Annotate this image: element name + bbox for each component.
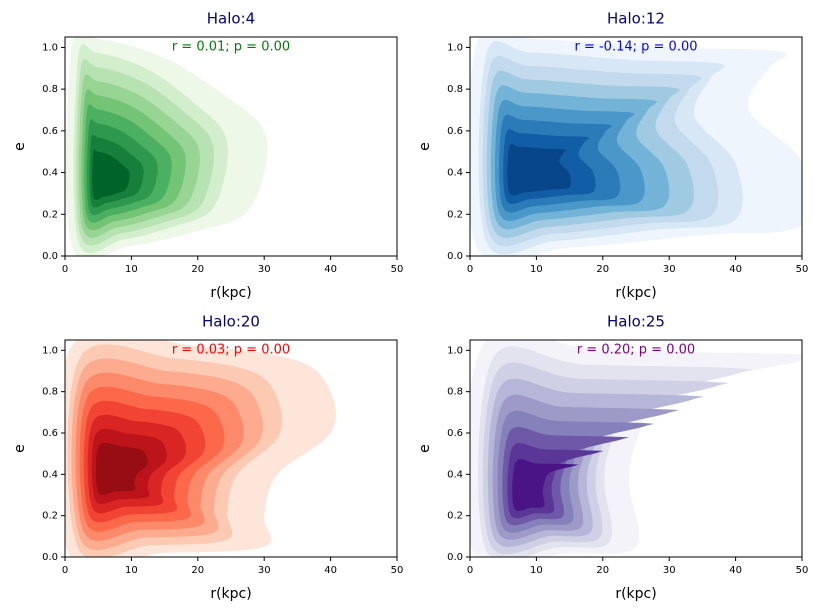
y-axis-label: e bbox=[417, 444, 433, 453]
y-tick-label: 0.2 bbox=[447, 511, 463, 522]
annotation: r = -0.14; p = 0.00 bbox=[574, 40, 697, 55]
x-tick-label: 10 bbox=[125, 565, 138, 576]
y-tick-label: 0.6 bbox=[42, 428, 58, 439]
density-contour bbox=[92, 149, 130, 200]
y-tick-label: 1.0 bbox=[42, 345, 58, 356]
x-tick-label: 40 bbox=[729, 565, 742, 576]
x-axis-label: r(kpc) bbox=[615, 285, 656, 301]
x-tick-label: 50 bbox=[391, 264, 404, 275]
y-tick-label: 0.2 bbox=[42, 511, 58, 522]
axes-frame bbox=[64, 339, 398, 558]
y-tick-label: 0.8 bbox=[447, 84, 463, 95]
y-tick-label: 0.4 bbox=[42, 469, 58, 480]
x-tick-label: 40 bbox=[324, 264, 337, 275]
x-tick-label: 10 bbox=[530, 264, 543, 275]
x-tick-label: 50 bbox=[796, 264, 809, 275]
panel: 0 10 20 30 40 50 0.0 0.2 0.4 0.6 0.8 1.0 Halo:12 r = … bbox=[417, 10, 809, 302]
y-tick-label: 0.2 bbox=[42, 209, 58, 220]
y-tick-label: 0.4 bbox=[447, 168, 463, 179]
x-tick-label: 10 bbox=[530, 565, 543, 576]
y-tick-label: 0.0 bbox=[42, 251, 58, 262]
axes-frame bbox=[469, 339, 803, 558]
y-tick-label: 0.6 bbox=[42, 126, 58, 137]
chart-title: Halo:25 bbox=[607, 313, 665, 331]
y-tick-label: 0.8 bbox=[42, 387, 58, 398]
x-tick-label: 30 bbox=[663, 565, 676, 576]
contours bbox=[65, 340, 336, 557]
annotation: r = 0.03; p = 0.00 bbox=[172, 343, 290, 358]
annotation: r = 0.01; p = 0.00 bbox=[172, 40, 290, 55]
x-tick-label: 0 bbox=[467, 565, 473, 576]
y-tick-label: 0.0 bbox=[42, 552, 58, 563]
x-axis-label: r(kpc) bbox=[210, 586, 251, 602]
x-tick-label: 50 bbox=[796, 565, 809, 576]
panel: 0 10 20 30 40 50 0.0 0.2 0.4 0.6 0.8 1.0 Halo:20 r = … bbox=[12, 313, 403, 603]
x-tick-label: 0 bbox=[467, 264, 473, 275]
y-axis-label: e bbox=[12, 444, 28, 453]
contours bbox=[66, 37, 268, 256]
x-tick-label: 0 bbox=[62, 565, 68, 576]
x-tick-label: 40 bbox=[729, 264, 742, 275]
x-tick-label: 30 bbox=[663, 264, 676, 275]
y-axis-label: e bbox=[12, 142, 28, 151]
y-tick-label: 0.2 bbox=[447, 209, 463, 220]
axes-frame bbox=[469, 36, 803, 257]
x-axis-label: r(kpc) bbox=[615, 586, 656, 602]
x-tick-label: 30 bbox=[258, 264, 271, 275]
x-tick-label: 20 bbox=[191, 264, 204, 275]
annotation: r = 0.20; p = 0.00 bbox=[577, 343, 695, 358]
axes-frame bbox=[64, 36, 398, 257]
contours bbox=[470, 37, 802, 256]
y-tick-label: 0.4 bbox=[447, 469, 463, 480]
chart-title: Halo:4 bbox=[207, 10, 255, 28]
x-tick-label: 40 bbox=[324, 565, 337, 576]
panel: 0 10 20 30 40 50 0.0 0.2 0.4 0.6 0.8 1.0 Halo:4 r = 0… bbox=[12, 10, 403, 302]
chart-title: Halo:20 bbox=[202, 313, 260, 331]
y-tick-label: 0.6 bbox=[447, 126, 463, 137]
panel: 0 10 20 30 40 50 0.0 0.2 0.4 0.6 0.8 1.0 Halo:25 r = … bbox=[417, 313, 809, 603]
x-tick-label: 50 bbox=[391, 565, 404, 576]
chart-title: Halo:12 bbox=[607, 10, 665, 28]
density-contour bbox=[95, 442, 148, 495]
y-axis-label: e bbox=[417, 142, 433, 151]
x-tick-label: 0 bbox=[62, 264, 68, 275]
y-tick-label: 0.8 bbox=[447, 387, 463, 398]
y-tick-label: 1.0 bbox=[447, 345, 463, 356]
y-tick-label: 1.0 bbox=[447, 42, 463, 53]
y-tick-label: 0.4 bbox=[42, 168, 58, 179]
y-tick-label: 1.0 bbox=[42, 42, 58, 53]
y-tick-label: 0.8 bbox=[42, 84, 58, 95]
x-tick-label: 20 bbox=[596, 264, 609, 275]
x-tick-label: 10 bbox=[125, 264, 138, 275]
density-contour bbox=[507, 144, 572, 196]
x-axis-label: r(kpc) bbox=[210, 285, 251, 301]
y-tick-label: 0.0 bbox=[447, 251, 463, 262]
density-contour bbox=[512, 459, 579, 512]
y-tick-label: 0.0 bbox=[447, 552, 463, 563]
x-tick-label: 30 bbox=[258, 565, 271, 576]
x-tick-label: 20 bbox=[596, 565, 609, 576]
contours bbox=[470, 340, 802, 557]
y-tick-label: 0.6 bbox=[447, 428, 463, 439]
x-tick-label: 20 bbox=[191, 565, 204, 576]
